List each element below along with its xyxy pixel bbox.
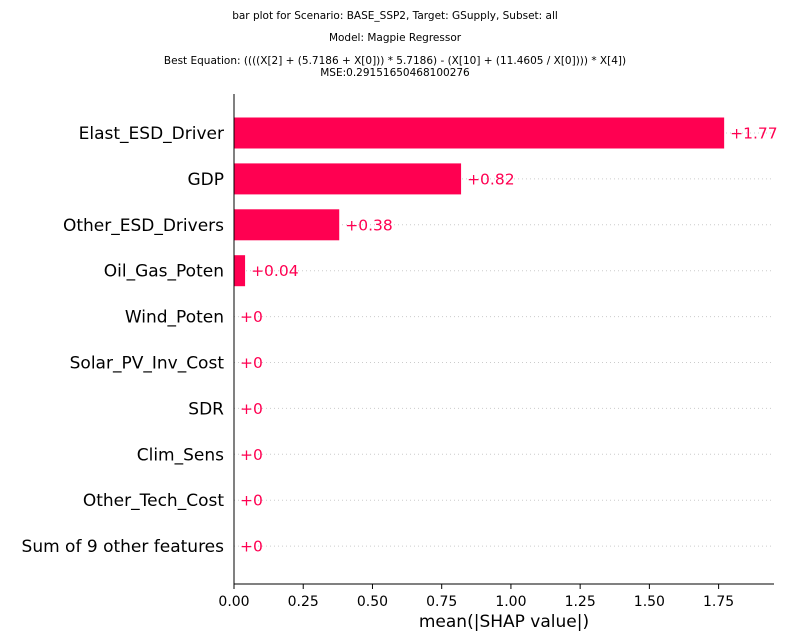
- value-label: +0: [240, 446, 263, 464]
- x-tick-label: 0.50: [357, 594, 388, 610]
- category-label: GDP: [187, 170, 224, 190]
- category-label: Other_Tech_Cost: [83, 491, 224, 511]
- gridlines: [234, 132, 774, 547]
- value-label: +0.38: [345, 216, 393, 234]
- category-label: Clim_Sens: [137, 445, 224, 465]
- x-axis-label: mean(|SHAP value|): [419, 612, 589, 632]
- value-label: +0: [240, 354, 263, 372]
- x-tick-label: 0.25: [288, 594, 319, 610]
- value-labels: +1.77 +0.82 +0.38 +0.04 +0 +0 +0 +0 +0 +0: [240, 125, 778, 556]
- category-label: Elast_ESD_Driver: [79, 124, 224, 144]
- chart-subtitle-mse: MSE:0.29151650468100276: [320, 67, 470, 79]
- bar: [234, 163, 462, 195]
- value-label: +0: [240, 538, 263, 556]
- category-label: Solar_PV_Inv_Cost: [70, 354, 225, 374]
- bar: [234, 209, 340, 241]
- value-label: +0.04: [251, 262, 298, 280]
- value-label: +0: [240, 308, 263, 326]
- value-label: +0.82: [467, 170, 514, 188]
- category-labels: Elast_ESD_Driver GDP Other_ESD_Drivers Oil_…: [22, 124, 225, 557]
- x-tick-label: 0.00: [218, 594, 249, 610]
- chart-subtitle-model: Model: Magpie Regressor: [328, 32, 462, 44]
- bars: [234, 117, 725, 287]
- category-label: SDR: [188, 399, 224, 419]
- category-label: Oil_Gas_Poten: [104, 262, 224, 282]
- x-tick-label: 0.75: [426, 594, 457, 610]
- axes: [233, 94, 774, 585]
- category-label: Sum of 9 other features: [22, 537, 225, 557]
- value-label: +0: [240, 400, 263, 418]
- x-tick-label: 1.00: [495, 594, 526, 610]
- category-label: Other_ESD_Drivers: [63, 216, 224, 236]
- chart-title: bar plot for Scenario: BASE_SSP2, Target…: [232, 10, 558, 22]
- category-label: Wind_Poten: [125, 308, 224, 328]
- chart-subtitle-equation: Best Equation: ((((X[2] + (5.7186 + X[0]…: [163, 55, 627, 67]
- x-tick-label: 1.25: [565, 594, 596, 610]
- bar: [234, 255, 246, 287]
- value-label: +1.77: [730, 125, 778, 143]
- bar: [234, 117, 725, 149]
- x-tick-label: 1.75: [703, 594, 734, 610]
- x-ticks: 0.00 0.25 0.50 0.75 1.00 1.25 1.50 1.75: [218, 584, 734, 610]
- value-label: +0: [240, 492, 263, 510]
- x-tick-label: 1.50: [634, 594, 665, 610]
